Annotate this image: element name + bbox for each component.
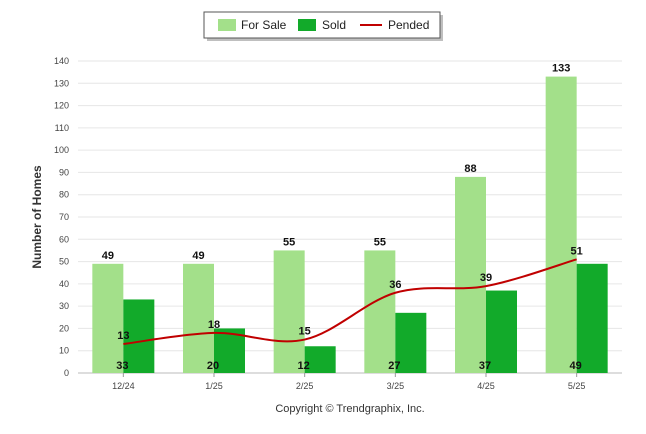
y-tick-label: 80 bbox=[59, 190, 69, 200]
data-label-for-sale: 55 bbox=[283, 236, 295, 248]
data-label-for-sale: 88 bbox=[464, 163, 476, 175]
data-label-sold: 37 bbox=[479, 360, 491, 372]
y-tick-label: 0 bbox=[64, 368, 69, 378]
bar-sold bbox=[304, 346, 336, 373]
legend-box bbox=[203, 11, 441, 39]
data-label-for-sale: 55 bbox=[374, 236, 386, 248]
data-label-pended: 51 bbox=[571, 245, 583, 257]
legend-label-sold: Sold bbox=[322, 18, 346, 32]
legend-swatch-for-sale bbox=[218, 19, 236, 31]
bar-for-sale bbox=[183, 263, 214, 373]
data-label-sold: 27 bbox=[388, 360, 400, 372]
data-label-sold: 12 bbox=[298, 360, 310, 372]
y-tick-label: 90 bbox=[59, 167, 69, 177]
x-tick-label: 2/25 bbox=[296, 381, 314, 391]
legend-label-for-sale: For Sale bbox=[241, 18, 287, 32]
data-label-for-sale: 49 bbox=[102, 250, 114, 262]
bar-sold bbox=[576, 263, 608, 373]
data-label-pended: 36 bbox=[389, 279, 401, 291]
y-tick-label: 20 bbox=[59, 323, 69, 333]
data-label-for-sale: 49 bbox=[192, 250, 204, 262]
bar-for-sale bbox=[273, 250, 305, 373]
x-tick-label: 3/25 bbox=[387, 381, 405, 391]
copyright-text: Copyright © Trendgraphix, Inc. bbox=[275, 403, 424, 415]
y-tick-label: 30 bbox=[59, 301, 69, 311]
y-tick-label: 120 bbox=[54, 101, 69, 111]
data-label-pended: 39 bbox=[480, 272, 492, 284]
data-label-pended: 15 bbox=[299, 326, 311, 338]
pended-line bbox=[123, 258, 577, 346]
bar-sold bbox=[395, 312, 427, 373]
y-axis-label: Number of Homes bbox=[30, 165, 44, 269]
legend-swatch-sold bbox=[298, 19, 316, 31]
y-tick-label: 140 bbox=[54, 56, 69, 66]
x-tick-label: 4/25 bbox=[477, 381, 495, 391]
x-axis-ticks: 12/24 1/25 2/25 3/25 4/25 5/25 bbox=[112, 373, 585, 391]
data-label-pended: 13 bbox=[117, 330, 129, 342]
y-axis-ticks: 0 10 20 30 40 50 60 70 80 90 100 110 120 130 140 bbox=[54, 56, 69, 378]
y-tick-label: 40 bbox=[59, 279, 69, 289]
y-tick-label: 110 bbox=[55, 123, 69, 133]
bar-sold bbox=[123, 299, 155, 373]
x-tick-label: 12/24 bbox=[112, 381, 135, 391]
data-label-for-sale: 133 bbox=[552, 63, 570, 75]
bar-for-sale bbox=[455, 176, 486, 373]
x-tick-label: 1/25 bbox=[205, 381, 223, 391]
legend: For Sale Sold Pended bbox=[203, 11, 443, 41]
data-labels: 49 33 49 20 55 12 55 27 88 37 133 49 13 18 15 36 39 51 bbox=[102, 63, 583, 372]
x-tick-label: 5/25 bbox=[568, 381, 586, 391]
bar-for-sale bbox=[545, 76, 577, 373]
legend-label-pended: Pended bbox=[388, 18, 429, 32]
data-label-sold: 20 bbox=[207, 360, 219, 372]
y-tick-label: 50 bbox=[59, 257, 69, 267]
bar-for-sale bbox=[92, 263, 124, 373]
y-tick-label: 70 bbox=[59, 212, 69, 222]
pended-line-path bbox=[123, 258, 577, 346]
y-tick-label: 100 bbox=[54, 145, 69, 155]
y-tick-label: 60 bbox=[59, 234, 69, 244]
bars bbox=[92, 76, 608, 373]
y-tick-label: 130 bbox=[54, 78, 69, 88]
data-label-sold: 33 bbox=[116, 360, 128, 372]
bar-for-sale bbox=[364, 250, 396, 373]
bar-sold bbox=[486, 290, 517, 373]
y-tick-label: 10 bbox=[59, 346, 69, 356]
grid bbox=[78, 60, 622, 374]
data-label-sold: 49 bbox=[570, 360, 582, 372]
data-label-pended: 18 bbox=[208, 319, 220, 331]
